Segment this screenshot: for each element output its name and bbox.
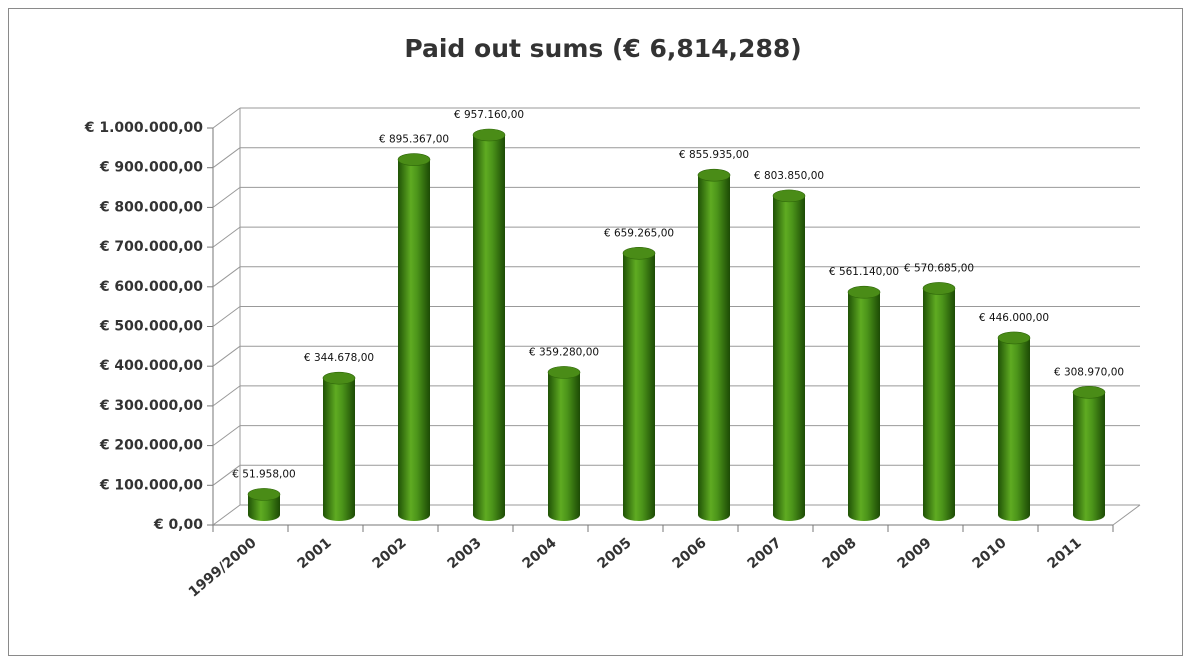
- bar-body: [323, 378, 355, 521]
- value-label: € 359.280,00: [529, 346, 599, 358]
- grid-side: [212, 107, 241, 129]
- bar-cap: [622, 246, 656, 260]
- grid-side: [212, 464, 241, 486]
- chart-title: Paid out sums (€ 6,814,288): [404, 34, 801, 63]
- bar-cap: [247, 488, 281, 501]
- bar-cap: [547, 366, 581, 379]
- y-tick-label: € 200.000,00: [99, 438, 203, 454]
- y-tick-label: € 900.000,00: [99, 160, 203, 176]
- grid-side: [212, 226, 241, 248]
- bar: [997, 331, 1031, 521]
- y-tick-label: € 600.000,00: [99, 279, 203, 295]
- bar: [322, 371, 356, 521]
- value-label: € 895.367,00: [379, 134, 449, 146]
- bar-body: [698, 175, 730, 522]
- y-tick-label: € 500.000,00: [99, 319, 203, 335]
- bar-cap: [997, 331, 1031, 345]
- bar: [397, 153, 431, 521]
- value-label: € 308.970,00: [1054, 366, 1124, 378]
- bar-cap: [772, 189, 806, 203]
- grid-side: [212, 345, 241, 367]
- y-tick-label: € 1.000.000,00: [84, 120, 204, 136]
- grid-side: [212, 385, 241, 407]
- bar: [622, 246, 656, 521]
- y-tick-label: € 700.000,00: [99, 239, 203, 255]
- bar: [472, 128, 506, 521]
- bar: [772, 189, 806, 521]
- value-label: € 570.685,00: [904, 262, 974, 274]
- bar-body: [623, 253, 655, 521]
- bar-body: [248, 494, 280, 521]
- grid-side: [212, 306, 241, 327]
- bar-cap: [322, 371, 356, 385]
- bar: [247, 488, 281, 521]
- bar: [697, 168, 731, 522]
- bar-cap: [847, 285, 881, 299]
- y-tick-label: € 800.000,00: [99, 199, 203, 215]
- bar: [547, 366, 581, 521]
- bar-body: [548, 372, 580, 521]
- value-label: € 957.160,00: [454, 109, 524, 121]
- bar-cap: [697, 168, 731, 182]
- chart-border: [8, 8, 1183, 656]
- y-tick-label: € 100.000,00: [99, 477, 203, 493]
- y-tick-label: € 300.000,00: [99, 398, 203, 414]
- bar-body: [773, 195, 805, 521]
- grid-side: [212, 266, 241, 288]
- bar-body: [923, 288, 955, 521]
- bar: [922, 282, 956, 521]
- value-label: € 855.935,00: [679, 149, 749, 161]
- bar-cap: [397, 153, 431, 166]
- y-tick-label: € 0,00: [153, 517, 203, 533]
- value-label: € 344.678,00: [304, 352, 374, 364]
- value-label: € 51.958,00: [232, 468, 295, 480]
- y-tick-label: € 400.000,00: [99, 358, 203, 374]
- value-label: € 561.140,00: [829, 266, 899, 278]
- grid-side: [212, 425, 241, 447]
- floor-right: [1112, 504, 1141, 526]
- bar-cap: [1072, 386, 1106, 399]
- grid-side: [212, 504, 241, 526]
- value-label: € 803.850,00: [754, 170, 824, 182]
- value-label: € 446.000,00: [979, 312, 1049, 324]
- bar: [847, 285, 881, 521]
- bar: [1072, 386, 1106, 521]
- bar-body: [998, 337, 1030, 521]
- grid-side: [212, 147, 241, 169]
- bar-cap: [472, 128, 506, 142]
- bar-body: [1073, 392, 1105, 521]
- bar-body: [848, 292, 880, 521]
- bar-body: [473, 135, 505, 521]
- bar-cap: [922, 282, 956, 295]
- grid-side: [212, 186, 241, 208]
- bar-body: [398, 159, 430, 521]
- value-label: € 659.265,00: [604, 227, 674, 239]
